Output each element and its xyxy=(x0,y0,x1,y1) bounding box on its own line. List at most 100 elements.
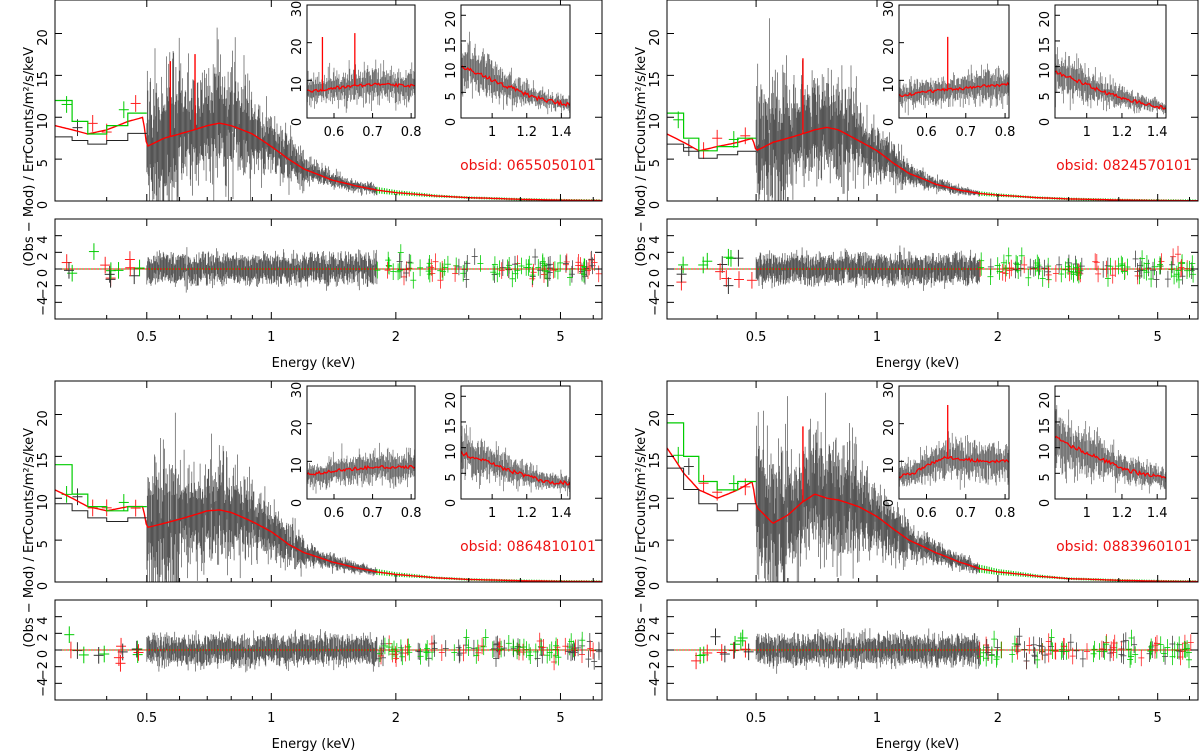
inset-y-tick-label: 10 xyxy=(882,76,897,93)
inset-x-tick-label: 1.2 xyxy=(516,125,537,140)
inset-y-tick-label: 0 xyxy=(444,118,459,126)
inset-y-tick-label: 10 xyxy=(444,443,459,460)
residual-y-tick-label: −2 xyxy=(648,280,663,299)
inset-x-tick-label: 0.8 xyxy=(401,125,422,140)
inset-x-tick-label: 1.2 xyxy=(1112,125,1133,140)
x-axis-label: Energy (keV) xyxy=(272,737,356,752)
residual-y-axis-label: (Obs − Mod) / Err xyxy=(634,153,649,267)
mos-model-line xyxy=(55,132,147,145)
inset-y-tick-label: 15 xyxy=(1038,37,1053,54)
inset-frame xyxy=(460,385,571,500)
inset-high-energy: 1 1.2 1.4 0 5 10 15 20 xyxy=(444,4,572,140)
x-tick-label: 5 xyxy=(556,330,564,345)
inset-y-tick-label: 5 xyxy=(444,92,459,100)
x-tick-label: 0.5 xyxy=(136,711,157,726)
inset-model-line xyxy=(898,81,1010,98)
inset-x-tick-label: 0.7 xyxy=(362,506,383,521)
inset-y-tick-label: 0 xyxy=(882,118,897,126)
y-tick-label: 20 xyxy=(648,29,663,46)
inset-y-tick-label: 0 xyxy=(290,118,305,126)
inset-frame xyxy=(306,385,416,500)
residual-y-tick-label: −2 xyxy=(36,661,51,680)
y-tick-label: 10 xyxy=(36,494,51,511)
inset-y-tick-label: 20 xyxy=(290,38,305,55)
best-fit-model-line xyxy=(54,489,603,583)
residual-y-tick-label: 0 xyxy=(648,269,663,277)
residual-y-tick-label: −4 xyxy=(648,297,663,316)
inset-frame xyxy=(1054,4,1167,119)
inset-x-tick-label: 0.6 xyxy=(324,125,345,140)
inset-frame xyxy=(306,4,416,119)
inset-y-tick-label: 20 xyxy=(444,392,459,409)
inset-x-tick-label: 0.7 xyxy=(362,125,383,140)
inset-y-tick-label: 30 xyxy=(290,1,305,18)
inset-model-line xyxy=(460,65,571,107)
inset-low-energy: 0.6 0.7 0.8 0 10 20 30 xyxy=(882,1,1015,140)
y-tick-label: 15 xyxy=(36,71,51,88)
inset-y-tick-label: 30 xyxy=(882,1,897,18)
x-axis-label: Energy (keV) xyxy=(876,356,960,371)
inset-y-tick-label: 20 xyxy=(882,38,897,55)
y-tick-label: 5 xyxy=(36,540,51,548)
y-axis-label: Counts/m²/s/keV xyxy=(634,47,649,154)
inset-y-tick-label: 10 xyxy=(1038,62,1053,79)
y-tick-label: 5 xyxy=(648,159,663,167)
inset-y-tick-label: 10 xyxy=(444,62,459,79)
residual-data-points xyxy=(61,243,602,293)
y-tick-label: 0 xyxy=(648,201,663,209)
y-axis-label: Counts/m²/s/keV xyxy=(22,428,37,535)
inset-y-tick-label: 5 xyxy=(444,473,459,481)
inset-y-tick-label: 0 xyxy=(444,499,459,507)
y-tick-label: 0 xyxy=(36,582,51,590)
x-tick-label: 1 xyxy=(267,711,275,726)
mos-model-line xyxy=(55,503,147,522)
y-tick-label: 15 xyxy=(648,71,663,88)
y-tick-label: 15 xyxy=(36,452,51,469)
x-tick-label: 0.5 xyxy=(746,330,767,345)
pn-model-line xyxy=(55,464,147,512)
inset-background xyxy=(307,5,415,118)
residual-y-tick-label: 4 xyxy=(36,617,51,625)
inset-y-tick-label: 20 xyxy=(444,11,459,28)
residual-data-points xyxy=(64,626,602,673)
obsid-label: obsid: 0655050101 xyxy=(460,158,596,174)
inset-y-tick-label: 30 xyxy=(290,382,305,399)
residual-y-tick-label: 0 xyxy=(36,650,51,658)
x-tick-label: 2 xyxy=(994,330,1002,345)
inset-y-tick-label: 10 xyxy=(290,457,305,474)
x-tick-label: 5 xyxy=(1154,330,1162,345)
inset-x-tick-label: 0.6 xyxy=(916,125,937,140)
pn-model-line xyxy=(667,112,757,152)
residual-y-tick-label: 4 xyxy=(36,236,51,244)
spectrum-data-points xyxy=(673,392,1196,582)
residual-y-tick-label: 2 xyxy=(36,633,51,641)
main-axes-frame xyxy=(666,0,1199,202)
inset-x-tick-label: 0.7 xyxy=(955,125,976,140)
x-tick-label: 2 xyxy=(392,711,400,726)
inset-x-tick-label: 1.2 xyxy=(516,506,537,521)
inset-y-tick-label: 15 xyxy=(444,418,459,435)
inset-x-tick-label: 1.4 xyxy=(1147,125,1168,140)
inset-x-tick-label: 1 xyxy=(1083,125,1091,140)
inset-x-tick-label: 0.8 xyxy=(401,506,422,521)
main-axes-frame xyxy=(54,380,603,583)
inset-y-tick-label: 0 xyxy=(290,499,305,507)
residual-y-tick-label: 0 xyxy=(36,269,51,277)
inset-model-line xyxy=(1054,70,1167,111)
inset-x-tick-label: 1.4 xyxy=(551,506,572,521)
x-tick-label: 0.5 xyxy=(136,330,157,345)
inset-high-energy: 1 1.2 1.4 0 5 10 15 20 xyxy=(444,385,572,521)
inset-low-energy: 0.6 0.7 0.8 0 10 20 30 xyxy=(290,1,421,140)
residual-y-tick-label: −4 xyxy=(36,678,51,697)
inset-x-tick-label: 1 xyxy=(488,125,496,140)
obsid-label: obsid: 0824570101 xyxy=(1056,158,1192,174)
inset-y-tick-label: 0 xyxy=(1038,118,1053,126)
mos-model-line xyxy=(667,143,757,159)
inset-x-tick-label: 0.6 xyxy=(324,506,345,521)
y-axis-label: Counts/m²/s/keV xyxy=(22,47,37,154)
inset-y-tick-label: 15 xyxy=(444,37,459,54)
x-tick-label: 2 xyxy=(392,330,400,345)
